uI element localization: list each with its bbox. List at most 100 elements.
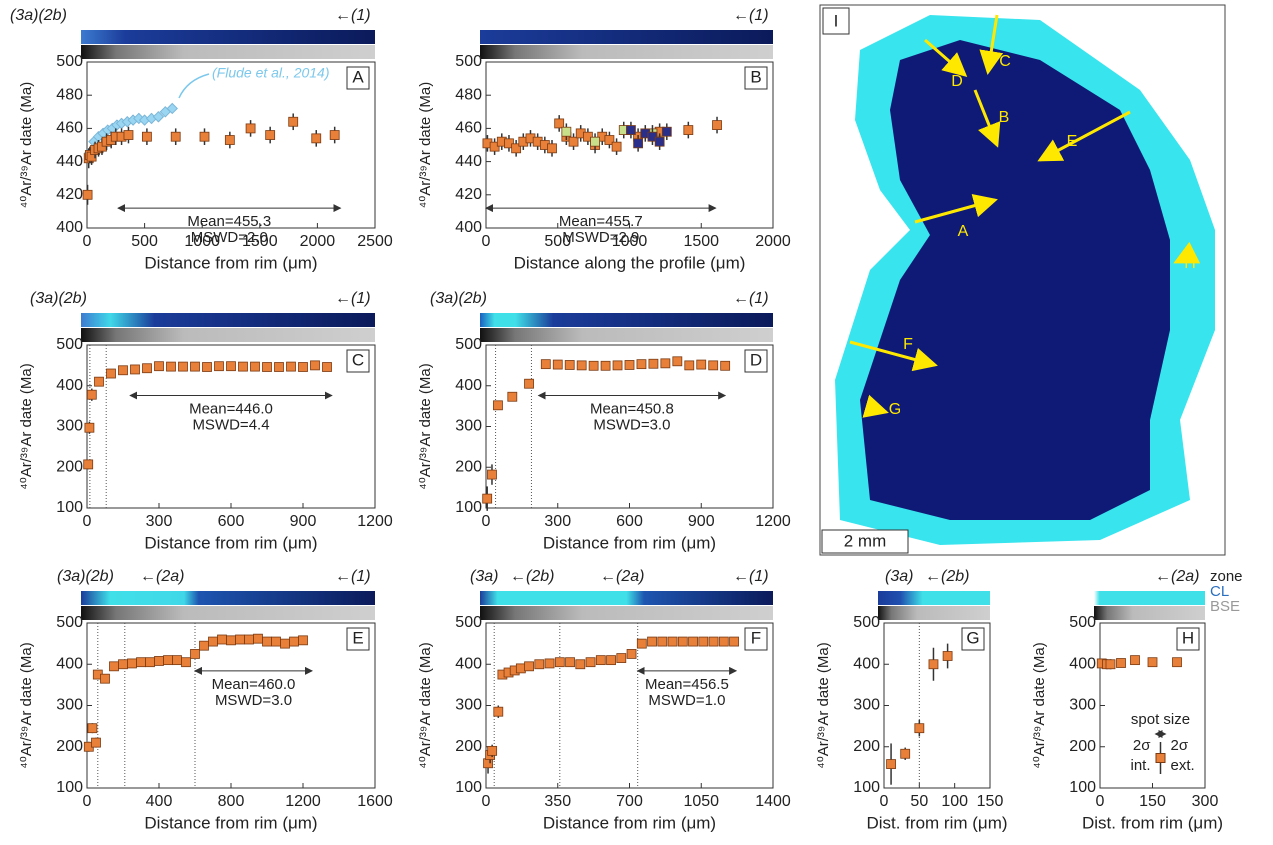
profile-arrow: [924, 38, 968, 77]
data-point: [145, 657, 155, 668]
y-tick-label: 400: [455, 377, 482, 394]
data-point: [217, 634, 227, 645]
reference-note: (Flude et al., 2014): [212, 65, 330, 81]
panel-label: F: [751, 628, 761, 647]
y-tick-label: 200: [56, 738, 83, 755]
x-tick-label: 700: [616, 793, 643, 810]
zone-label: (3a)(2b): [57, 568, 114, 585]
data-point: [547, 143, 557, 154]
data-point: [142, 131, 152, 142]
y-tick-label: 500: [56, 614, 83, 631]
data-point: [482, 493, 493, 504]
zone-label: (3a)(2b): [30, 290, 87, 307]
x-axis-label: Distance from rim (μm): [144, 533, 317, 552]
bse-strip: [81, 328, 375, 342]
image-panel: I 2 mm A B C D E F G H: [819, 4, 1226, 556]
y-axis-label: ⁴⁰Ar/³⁹Ar date (Ma): [417, 642, 434, 768]
y-tick-label: 480: [455, 86, 482, 103]
data-point: [106, 368, 116, 379]
annotation: MSWD=3.0: [593, 416, 670, 433]
data-point: [311, 133, 322, 144]
profile-letter: D: [951, 73, 963, 90]
y-tick-label: 400: [56, 655, 83, 672]
data-point: [271, 636, 281, 647]
data-point: [87, 723, 98, 734]
annotation: MSWD=1.0: [648, 692, 725, 709]
y-tick-label: 100: [455, 779, 482, 796]
annotation: MSWD=4.4: [192, 416, 269, 433]
data-point: [94, 376, 104, 387]
panel-label-box: [1176, 627, 1200, 651]
data-point: [274, 362, 284, 372]
data-point: [109, 661, 119, 672]
cl-strip: [1094, 591, 1205, 605]
data-point: [661, 126, 672, 137]
annotation: MSWD=2.0: [191, 229, 268, 246]
x-tick-label: 1400: [755, 793, 791, 810]
data-point: [286, 361, 296, 372]
data-point: [1116, 658, 1126, 668]
bse-strip: [480, 45, 773, 59]
y-tick-label: 400: [56, 219, 83, 236]
profile-letter: C: [999, 53, 1011, 70]
x-tick-label: 1600: [357, 793, 393, 810]
x-tick-label: 1200: [357, 513, 393, 530]
annotation: Mean=446.0: [189, 400, 273, 417]
x-tick-label: 0: [1096, 793, 1105, 810]
data-point: [712, 120, 722, 130]
data-point: [654, 136, 665, 147]
data-point: [575, 659, 586, 670]
key-label: int.: [1130, 757, 1150, 774]
annotation: Mean=460.0: [212, 676, 296, 693]
data-point: [515, 663, 526, 674]
profile-arrow: [1173, 241, 1201, 264]
grain-core: [860, 40, 1170, 520]
y-axis-label: ⁴⁰Ar/³⁹Ar date (Ma): [18, 82, 35, 208]
data-point: [600, 360, 611, 371]
y-tick-label: 300: [56, 418, 83, 435]
data-point: [154, 656, 164, 666]
panel-label-box: [346, 66, 370, 90]
profile-letter: H: [1184, 255, 1196, 272]
x-tick-label: 900: [688, 513, 715, 530]
data-point: [554, 657, 565, 668]
annotation: MSWD=2.9: [562, 229, 639, 246]
data-point: [1130, 655, 1140, 666]
y-tick-label: 500: [56, 336, 83, 353]
plot-frame: [86, 61, 376, 229]
x-tick-label: 100: [941, 793, 968, 810]
data-point: [100, 673, 110, 684]
data-point: [172, 655, 182, 666]
data-point: [202, 362, 212, 372]
data-point: [544, 658, 555, 669]
y-tick-label: 200: [455, 458, 482, 475]
y-tick-label: 500: [56, 53, 83, 70]
data-point: [154, 361, 164, 372]
data-point: [626, 125, 636, 135]
profile-arrow: [973, 89, 1001, 148]
panel-label-box: [961, 627, 985, 651]
profile-letter: F: [903, 336, 913, 353]
y-tick-label: 100: [56, 779, 83, 796]
data-point: [698, 636, 709, 647]
profile-arrow: [862, 394, 889, 418]
profile-letter: A: [958, 223, 969, 240]
y-tick-label: 440: [56, 153, 83, 170]
profile-arrows: A B C D E F G H: [849, 14, 1201, 418]
data-point: [1147, 657, 1158, 668]
data-point: [684, 360, 695, 371]
y-tick-label: 400: [853, 655, 880, 672]
cl-strip: [480, 313, 773, 327]
key-label: ext.: [1171, 757, 1195, 774]
data-point: [914, 723, 925, 734]
x-tick-label: 2000: [300, 233, 336, 250]
panel-label: B: [750, 67, 761, 86]
annotation: Mean=455.7: [559, 213, 643, 230]
data-point: [91, 737, 101, 748]
key-label: 2σ: [1133, 737, 1151, 754]
panel-label-box: [346, 627, 370, 651]
data-point: [280, 638, 290, 649]
data-point: [1105, 659, 1116, 670]
data-point: [166, 361, 176, 372]
